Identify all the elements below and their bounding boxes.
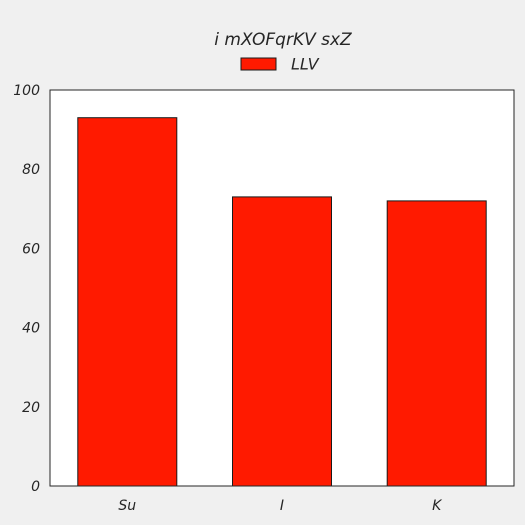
legend-label-llv: LLV: [291, 55, 320, 74]
x-axis-ticks: Su I K: [118, 498, 443, 514]
bar-k: [386, 200, 487, 487]
bars: [77, 117, 487, 487]
bar-su: [77, 117, 178, 487]
y-tick-label-0: 0: [31, 479, 40, 495]
x-tick-label-i: I: [280, 498, 284, 514]
y-tick-label-100: 100: [13, 83, 40, 99]
x-tick-label-k: K: [432, 498, 443, 514]
y-tick-label-40: 40: [22, 321, 40, 337]
y-tick-label-20: 20: [22, 400, 40, 416]
legend-swatch-llv: [240, 57, 277, 71]
chart-title: i mXOFqrKV sxZ: [214, 30, 352, 50]
y-tick-label-60: 60: [22, 241, 40, 257]
x-tick-label-su: Su: [118, 498, 136, 514]
legend: LLV: [240, 55, 320, 74]
y-axis-ticks: 0 20 40 60 80 100: [13, 83, 40, 495]
plot-frame: [49, 89, 515, 487]
y-tick-label-80: 80: [22, 162, 40, 178]
bar-i: [232, 196, 332, 487]
